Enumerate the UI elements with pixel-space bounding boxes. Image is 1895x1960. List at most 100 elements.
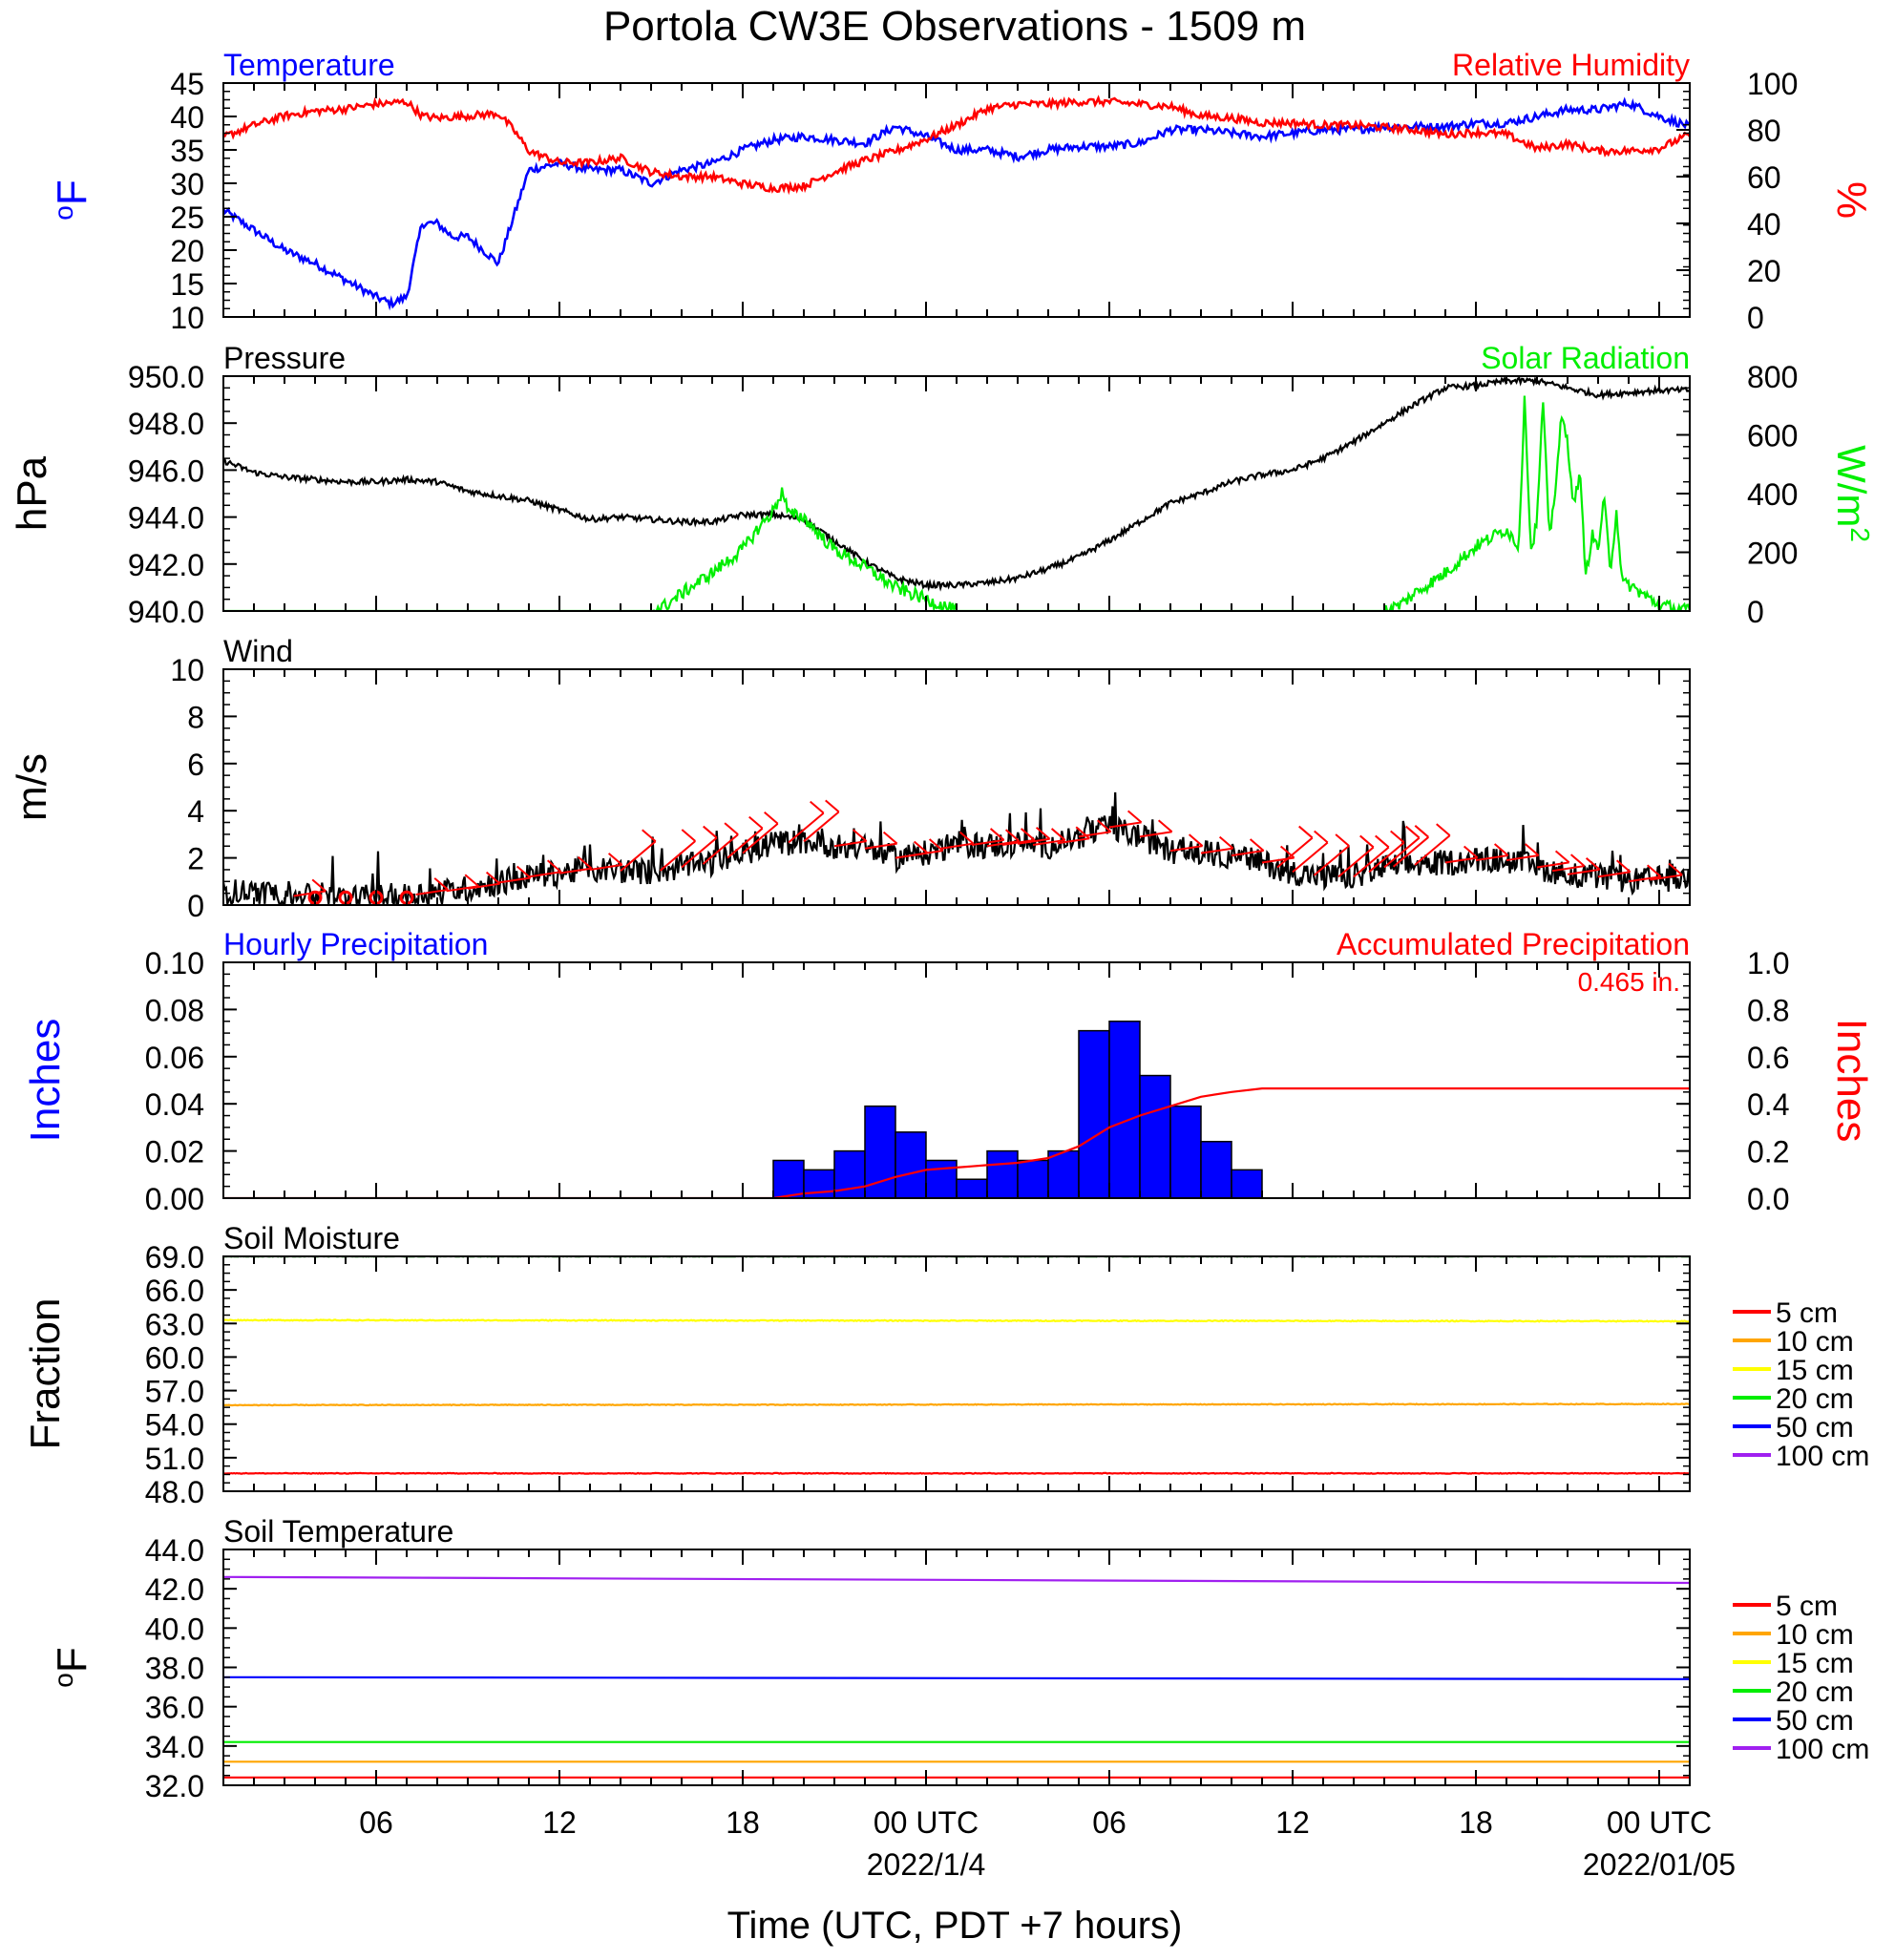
y-tick-label-left: 0.08 [145, 993, 204, 1027]
series-line-4 [223, 1575, 1690, 1585]
wind-barb [1276, 836, 1314, 869]
precip-bar [895, 1131, 927, 1198]
wind-barb-feather [1436, 823, 1451, 836]
wind-barb-feather [546, 859, 562, 874]
legend-label: 20 cm [1776, 1383, 1854, 1415]
panel-title-left: Hourly Precipitation [223, 927, 488, 961]
y-tick-label-left: 45 [170, 67, 204, 101]
y-tick-label-left: 6 [187, 748, 204, 782]
x-tick-label: 00 UTC [874, 1805, 979, 1840]
y-axis-label-left: oF [49, 1647, 95, 1687]
wind-barb [788, 811, 825, 844]
chart-title: Portola CW3E Observations - 1509 m [603, 3, 1306, 50]
precip-bar [1047, 1149, 1080, 1198]
y-tick-label-left: 30 [170, 167, 204, 201]
x-tick-date-label: 2022/01/05 [1583, 1847, 1736, 1882]
legend-label: 5 cm [1776, 1591, 1838, 1622]
wind-barb-feather [958, 831, 975, 845]
panel-title-left: Temperature [223, 48, 395, 82]
legend-label: 50 cm [1776, 1705, 1854, 1737]
wind-barb-feather [1126, 810, 1143, 824]
wind-barb [528, 871, 561, 878]
wind-barb [1001, 838, 1035, 847]
precip-bar [925, 1159, 958, 1198]
wind-barb [681, 836, 718, 869]
wind-barb [1383, 836, 1421, 869]
wind-barb-feather [703, 825, 718, 839]
y-tick-label-right: 0.8 [1747, 993, 1789, 1027]
precip-bar [1108, 1021, 1141, 1198]
panel-soil-moisture: 48.051.054.057.060.063.066.069.0 Soil Moi… [22, 1221, 1869, 1509]
wind-barb-feather [1188, 833, 1204, 847]
y-tick-label-left: 36.0 [145, 1691, 204, 1725]
precip-bar [803, 1169, 835, 1198]
y-axis-label-left: Inches [22, 1019, 69, 1143]
y-tick-label-right: 800 [1747, 360, 1798, 394]
wind-barb-feather [642, 829, 657, 843]
wind-barb [1200, 847, 1233, 854]
wind-barb-feather [577, 855, 593, 870]
wind-barb-feather [1050, 828, 1066, 841]
legend-label: 15 cm [1776, 1355, 1854, 1386]
y-tick-label-right: 400 [1747, 477, 1798, 512]
series-line-0 [223, 376, 1690, 592]
series-line-1 [223, 395, 1690, 611]
legend-label: 15 cm [1776, 1648, 1854, 1679]
legend-label: 5 cm [1776, 1297, 1838, 1329]
wind-barb [558, 867, 592, 875]
wind-barb-feather [1524, 843, 1540, 856]
legend-label: 100 cm [1776, 1441, 1869, 1472]
wind-barb-feather [1414, 825, 1429, 838]
panel-title-right: Relative Humidity [1452, 48, 1690, 82]
precip-bar [864, 1105, 896, 1198]
wind-barb-feather [1004, 829, 1021, 842]
wind-barb-feather [1075, 826, 1090, 839]
y-tick-label-left: 34.0 [145, 1730, 204, 1764]
wind-barb-feather [1298, 825, 1314, 839]
wind-barb-feather [1585, 857, 1601, 871]
y-tick-label-left: 10 [170, 301, 204, 335]
wind-barb-feather [681, 829, 696, 842]
y-tick-label-left: 2 [187, 842, 204, 876]
panel-wind: 0 2 4 6 8 10 Wind m/s [9, 634, 1691, 923]
precip-bar [1231, 1169, 1263, 1198]
y-tick-label-right: 0.0 [1747, 1182, 1789, 1216]
wind-barb-feather [989, 828, 1005, 841]
plot-area [223, 1256, 1690, 1475]
series-line-0 [223, 791, 1690, 905]
x-tick-label: 06 [359, 1805, 393, 1840]
panel-soil-temperature: 32.0 34.0 36.0 38.0 40.0 42.0 44.0 Soil Tempera… [49, 1514, 1869, 1882]
precip-bar [986, 1149, 1019, 1198]
y-tick-label-left: 0.02 [145, 1135, 204, 1170]
precip-bar [956, 1178, 988, 1198]
wind-barb-feather [311, 878, 326, 893]
panel-title-left: Pressure [223, 341, 346, 375]
wind-barb-feather [1493, 843, 1509, 856]
wind-barb-feather [1646, 864, 1662, 877]
x-axis-label: Time (UTC, PDT +7 hours) [727, 1905, 1183, 1947]
wind-barb-feather [485, 871, 501, 885]
wind-barb-feather [1615, 859, 1632, 874]
wind-barb [415, 888, 449, 896]
wind-barb [659, 840, 696, 872]
wind-barb [1313, 845, 1350, 876]
y-tick-label-left: 35 [170, 134, 204, 168]
panel-frame [222, 668, 1691, 906]
x-tick-label: 06 [1092, 1805, 1126, 1840]
y-axis-label-right: Inches [1828, 1019, 1875, 1143]
wind-barb-feather [433, 877, 449, 891]
y-tick-label-right: 600 [1747, 419, 1798, 453]
x-tick-label: 12 [1275, 1805, 1310, 1840]
y-tick-label-right: 100 [1747, 67, 1798, 101]
y-tick-label-left: 60.0 [145, 1340, 204, 1375]
wind-barb-feather [1096, 819, 1112, 833]
legend-label: 20 cm [1776, 1676, 1854, 1708]
y-tick-label-left: 942.0 [128, 548, 204, 582]
wind-barb [1597, 871, 1631, 878]
wind-barb-feather [1218, 835, 1234, 850]
wind-barb [1353, 846, 1390, 878]
plot-area [223, 791, 1690, 905]
y-tick-label-left: 944.0 [128, 501, 204, 536]
